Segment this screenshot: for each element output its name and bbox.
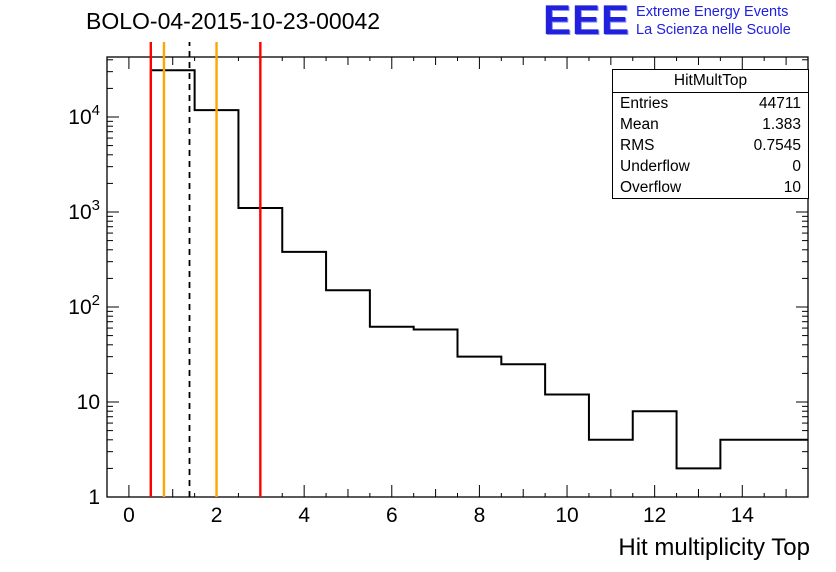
x-tick-label: 14	[731, 504, 755, 527]
x-tick-label: 12	[643, 504, 666, 527]
y-tick-label: 10	[77, 391, 100, 414]
x-tick-label: 2	[211, 504, 223, 527]
stats-row-underflow: Underflow 0	[613, 156, 808, 177]
stats-row-mean: Mean 1.383	[613, 114, 808, 135]
x-tick-label: 8	[474, 504, 486, 527]
y-tick-label: 103	[68, 197, 100, 224]
eee-logo-line1: Extreme Energy Events	[636, 4, 789, 20]
stats-row-rms: RMS 0.7545	[613, 135, 808, 156]
stats-label: Underflow	[620, 158, 690, 175]
stats-box: HitMultTop Entries 44711 Mean 1.383 RMS …	[612, 69, 809, 199]
stats-label: RMS	[620, 137, 655, 154]
stats-value: 0	[792, 158, 801, 175]
stats-label: Overflow	[620, 179, 682, 196]
x-axis-title: Hit multiplicity Top	[618, 534, 810, 561]
eee-logo: EEE Extreme Energy Events La Scienza nel…	[543, 0, 791, 43]
stats-label: Entries	[620, 95, 669, 112]
stats-value: 0.7545	[753, 137, 801, 154]
y-tick-label: 102	[68, 292, 100, 319]
stats-row-entries: Entries 44711	[613, 93, 808, 114]
plot-title: BOLO-04-2015-10-23-00042	[86, 8, 381, 34]
eee-logo-line2: La Scienza nelle Scuole	[636, 22, 791, 38]
x-tick-label: 4	[298, 504, 310, 527]
y-tick-label: 104	[68, 102, 100, 129]
histogram-line	[149, 69, 808, 497]
eee-logo-text: Extreme Energy Events La Scienza nelle S…	[636, 3, 791, 39]
x-tick-label: 6	[386, 504, 398, 527]
stats-value: 1.383	[762, 116, 801, 133]
eee-logo-acronym: EEE	[543, 0, 631, 43]
stats-row-overflow: Overflow 10	[613, 177, 808, 198]
stats-value: 44711	[759, 95, 801, 112]
stats-value: 10	[783, 179, 801, 196]
stats-box-title: HitMultTop	[613, 70, 808, 93]
stats-label: Mean	[620, 116, 659, 133]
x-tick-label: 10	[555, 504, 578, 527]
y-tick-label: 1	[88, 486, 100, 509]
x-tick-label: 0	[123, 504, 135, 527]
